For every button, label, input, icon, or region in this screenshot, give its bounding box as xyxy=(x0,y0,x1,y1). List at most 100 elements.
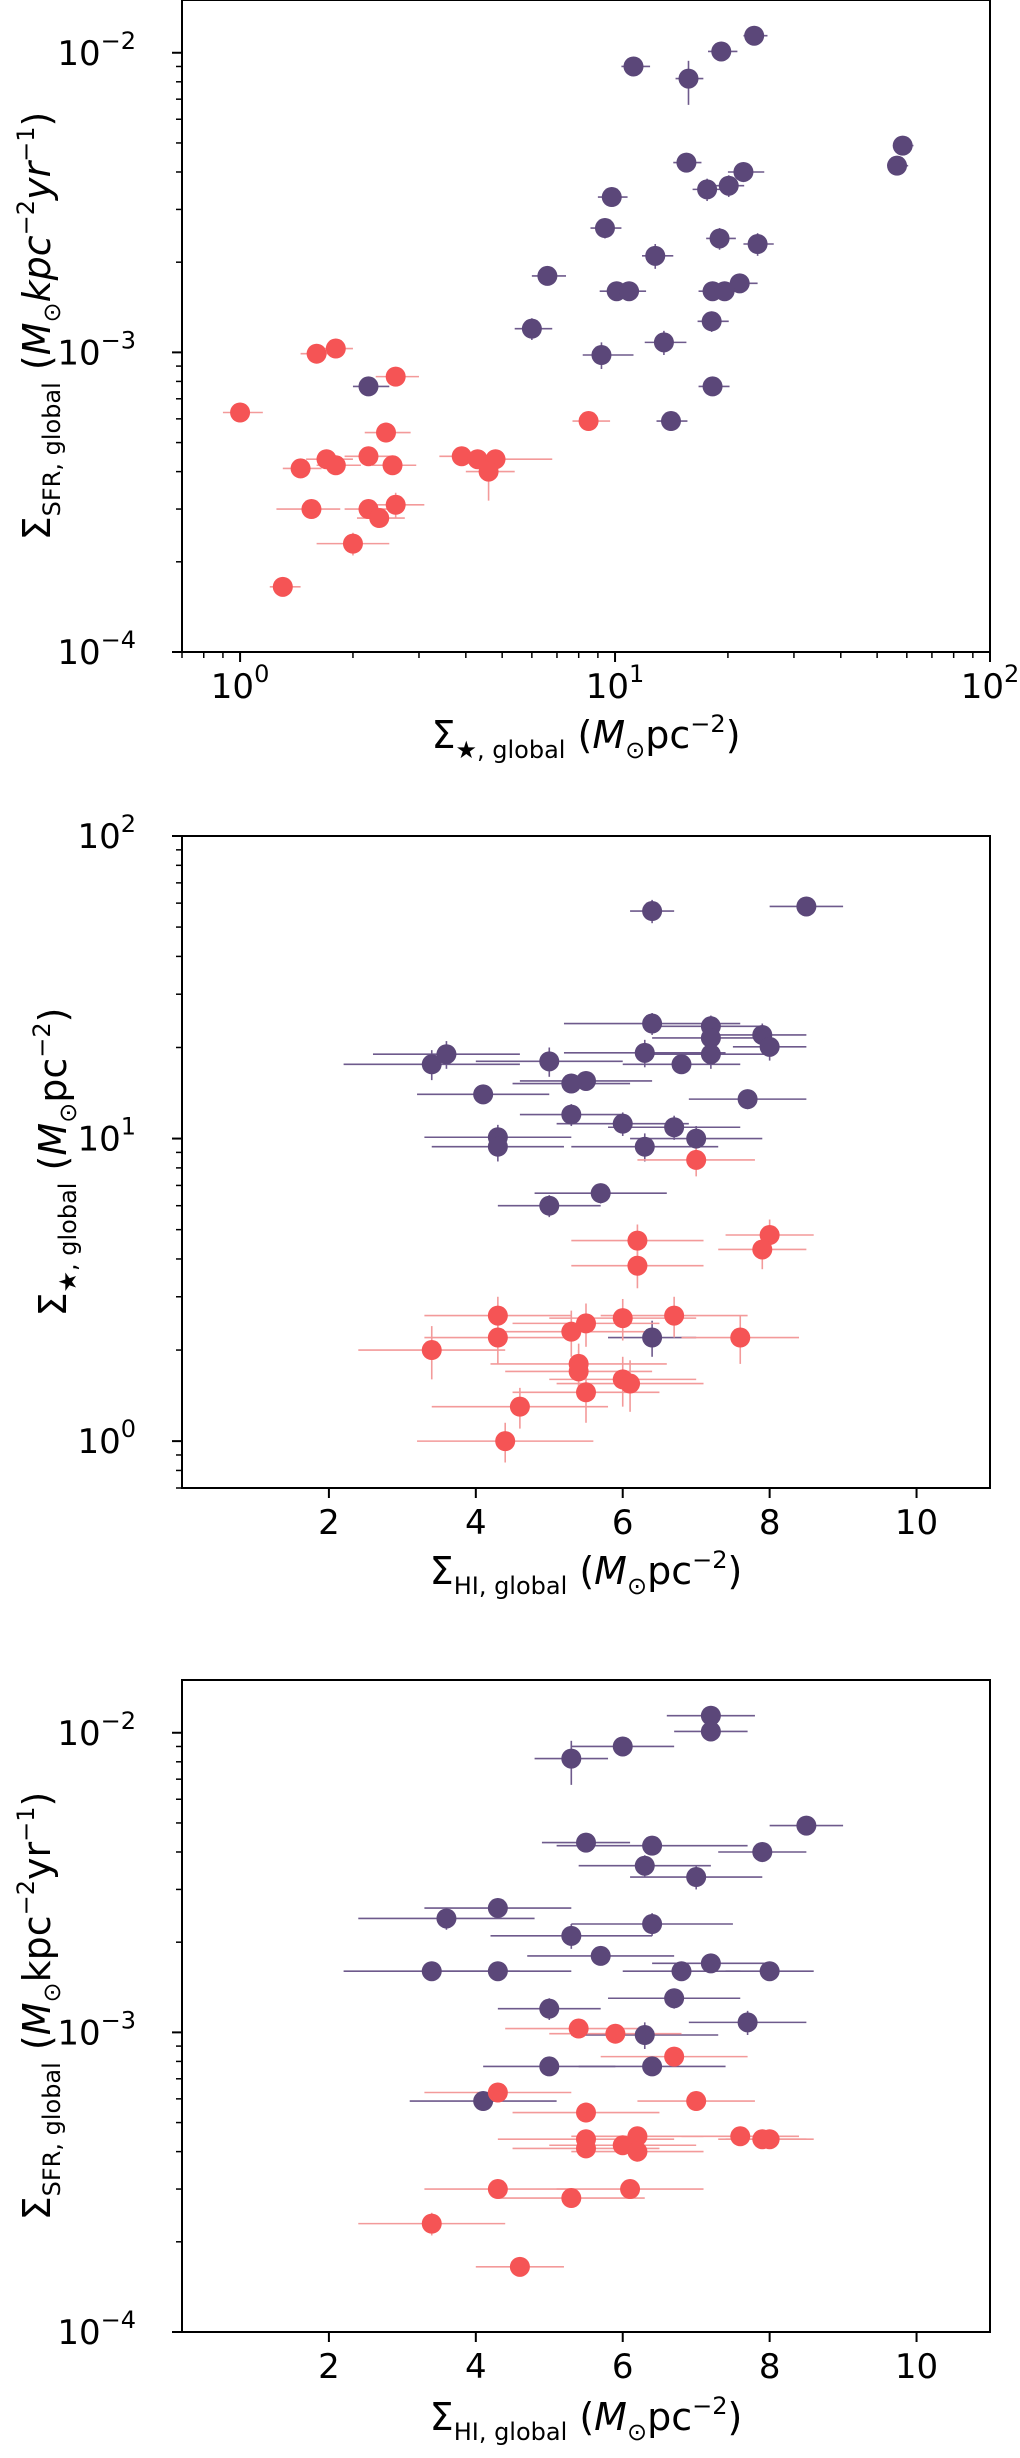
data-point-purple xyxy=(709,228,730,249)
data-point-purple xyxy=(702,376,723,397)
data-point-purple xyxy=(700,1027,721,1048)
data-point-purple xyxy=(634,1042,655,1063)
data-point-purple xyxy=(796,1815,817,1836)
panel-1-frame xyxy=(181,0,991,653)
y-tick-label: 102 xyxy=(77,810,136,857)
x-tick-label: 4 xyxy=(465,1503,487,1543)
data-point-purple xyxy=(436,1044,457,1065)
data-point-purple xyxy=(358,376,379,397)
data-point-red xyxy=(620,2179,641,2200)
data-point-red xyxy=(301,499,322,520)
data-point-purple xyxy=(590,1945,611,1966)
data-point-red xyxy=(358,446,379,467)
data-point-red xyxy=(290,458,311,479)
data-point-red xyxy=(686,1149,707,1170)
x-tick-label: 6 xyxy=(612,1503,634,1543)
panel-1-ticks: 100 101 102 10−4 10−3 10−2 xyxy=(57,27,1019,707)
data-point-purple xyxy=(700,1721,721,1742)
data-point-red xyxy=(664,2046,685,2067)
data-point-purple xyxy=(645,245,666,266)
data-point-red xyxy=(576,1313,596,1334)
panel-2-x-axis-label: ΣHI, global (M⊙pc−2) xyxy=(430,1546,743,1600)
x-tick-label: 101 xyxy=(586,660,645,707)
data-point-red xyxy=(325,338,346,359)
data-point-red xyxy=(561,1321,582,1342)
x-tick-label: 2 xyxy=(318,2347,340,2387)
panel-3-frame xyxy=(181,1679,991,2333)
data-point-red xyxy=(421,1340,442,1361)
data-point-purple xyxy=(653,332,674,353)
data-point-purple xyxy=(612,1736,633,1757)
data-point-red xyxy=(382,455,403,476)
data-point-purple xyxy=(642,2056,663,2077)
data-point-purple xyxy=(671,1054,692,1075)
data-point-purple xyxy=(701,311,722,332)
data-point-purple xyxy=(747,233,768,254)
data-point-purple xyxy=(561,1925,582,1946)
data-point-purple xyxy=(752,1841,773,1862)
panel-3-marks xyxy=(343,1705,844,2277)
data-point-purple xyxy=(737,1089,758,1110)
data-point-purple xyxy=(612,1113,633,1134)
panel-3-x-axis-label: ΣHI, global (M⊙pc−2) xyxy=(430,2392,743,2446)
data-point-purple xyxy=(642,901,663,922)
x-tick-label: 10 xyxy=(895,1503,938,1543)
data-point-purple xyxy=(539,1051,560,1072)
panel-3-ticks: 2 4 6 8 10 10−4 10−3 10−2 xyxy=(57,1707,938,2387)
data-point-red xyxy=(487,2179,508,2200)
data-point-purple xyxy=(436,1908,457,1929)
data-point-purple xyxy=(642,1913,663,1934)
data-point-purple xyxy=(561,1073,582,1094)
data-point-red xyxy=(627,2126,648,2147)
data-point-red xyxy=(730,1327,751,1348)
data-point-purple xyxy=(796,896,817,917)
y-tick-label: 10−4 xyxy=(57,626,136,673)
data-point-red xyxy=(487,1327,508,1348)
y-tick-label: 10−2 xyxy=(57,27,136,74)
data-point-red xyxy=(306,343,327,364)
panel-1-y-axis-label: ΣSFR, global (M⊙kpc−2yr−1) xyxy=(12,112,66,541)
data-point-red xyxy=(509,1396,530,1417)
x-tick-label: 8 xyxy=(759,1503,781,1543)
data-point-purple xyxy=(561,1748,582,1769)
data-point-red xyxy=(376,422,397,443)
data-point-red xyxy=(576,1382,596,1403)
x-tick-label: 8 xyxy=(759,2347,781,2387)
data-point-purple xyxy=(623,56,644,77)
panel-2-y-axis-label: Σ★, global (M⊙pc−2) xyxy=(28,1007,82,1316)
data-point-purple xyxy=(664,1988,685,2009)
data-point-purple xyxy=(660,411,681,432)
data-point-purple xyxy=(642,1013,663,1034)
data-point-purple xyxy=(686,1128,707,1149)
x-tick-label: 4 xyxy=(465,2347,487,2387)
x-tick-label: 102 xyxy=(961,660,1020,707)
data-point-red xyxy=(478,461,499,482)
data-point-purple xyxy=(759,1961,780,1982)
data-point-red xyxy=(730,2126,751,2147)
data-point-red xyxy=(509,2256,530,2277)
data-point-purple xyxy=(744,25,765,46)
data-point-red xyxy=(627,1255,648,1276)
data-point-red xyxy=(369,508,390,529)
data-point-purple xyxy=(700,1044,721,1065)
data-point-red xyxy=(605,2023,626,2044)
data-point-purple xyxy=(634,1855,655,1876)
data-point-purple xyxy=(676,152,697,173)
data-point-red xyxy=(612,1308,633,1329)
data-point-purple xyxy=(473,1084,494,1105)
data-point-purple xyxy=(700,1953,721,1974)
data-point-purple xyxy=(594,218,615,239)
data-point-purple xyxy=(487,1898,508,1919)
data-point-purple xyxy=(521,318,542,339)
x-tick-label: 2 xyxy=(318,1503,340,1543)
data-point-red xyxy=(620,1373,641,1394)
data-point-red xyxy=(342,533,363,554)
data-point-purple xyxy=(561,1104,582,1125)
panel-2-marks xyxy=(343,896,844,1463)
y-tick-label: 10−3 xyxy=(57,326,136,373)
data-point-purple xyxy=(733,161,754,182)
data-point-red xyxy=(664,1305,685,1326)
data-point-red xyxy=(495,1431,516,1452)
y-tick-label: 101 xyxy=(77,1113,136,1160)
data-point-red xyxy=(578,411,599,432)
